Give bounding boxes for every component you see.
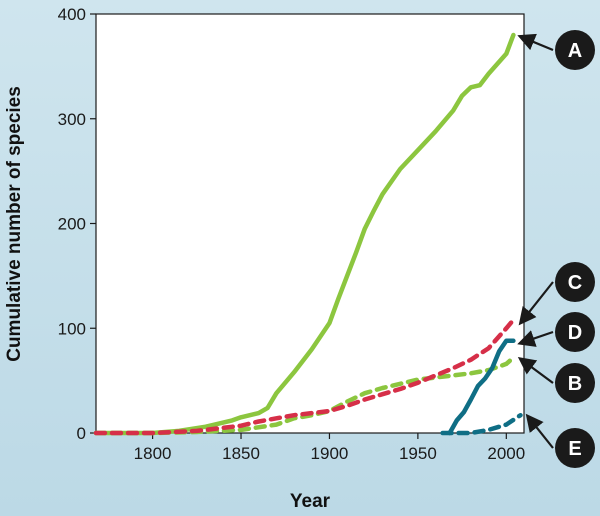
- callout-label: C: [568, 272, 582, 294]
- callout-label: D: [568, 322, 582, 344]
- callout-arrow: [517, 356, 554, 384]
- x-tick-label: 1850: [222, 444, 260, 463]
- y-tick-label: 400: [58, 5, 86, 24]
- y-tick-label: 300: [58, 110, 86, 129]
- callout-label: A: [568, 40, 582, 62]
- callout-label: E: [568, 438, 581, 460]
- callout-badge: [555, 428, 595, 468]
- plot-area: [95, 13, 525, 434]
- series-line-c: [93, 317, 516, 436]
- y-tick-label: 0: [77, 424, 86, 443]
- callout-badge: [555, 312, 595, 352]
- series-line-e: [440, 412, 523, 436]
- x-tick-label: 2000: [487, 444, 525, 463]
- x-tick-label: 1950: [399, 444, 437, 463]
- series-line-d: [447, 338, 516, 436]
- callout-badge: [555, 30, 595, 70]
- callout-arrow: [518, 281, 554, 326]
- x-axis-title: Year: [290, 491, 331, 512]
- callout-badge: [555, 262, 595, 302]
- callout-label: B: [568, 373, 582, 395]
- series-lines: [93, 32, 523, 436]
- callout-arrow: [517, 33, 554, 52]
- y-tick-label: 100: [58, 319, 86, 338]
- x-tick-label: 1900: [311, 444, 349, 463]
- y-tick-label: 200: [58, 215, 86, 234]
- callout-badge: [555, 363, 595, 403]
- y-axis-title: Cumulative number of species: [4, 86, 25, 362]
- x-tick-label: 1800: [134, 444, 172, 463]
- series-callouts: A B C D E: [517, 30, 595, 468]
- y-axis-ticks: 0 100 200 300 400: [58, 5, 96, 443]
- callout-arrow: [517, 330, 554, 347]
- callout-arrow: [525, 413, 554, 449]
- series-line-a: [93, 32, 516, 436]
- x-axis-ticks: 1800 1850 1900 1950 2000: [134, 433, 525, 463]
- series-line-b: [93, 355, 516, 436]
